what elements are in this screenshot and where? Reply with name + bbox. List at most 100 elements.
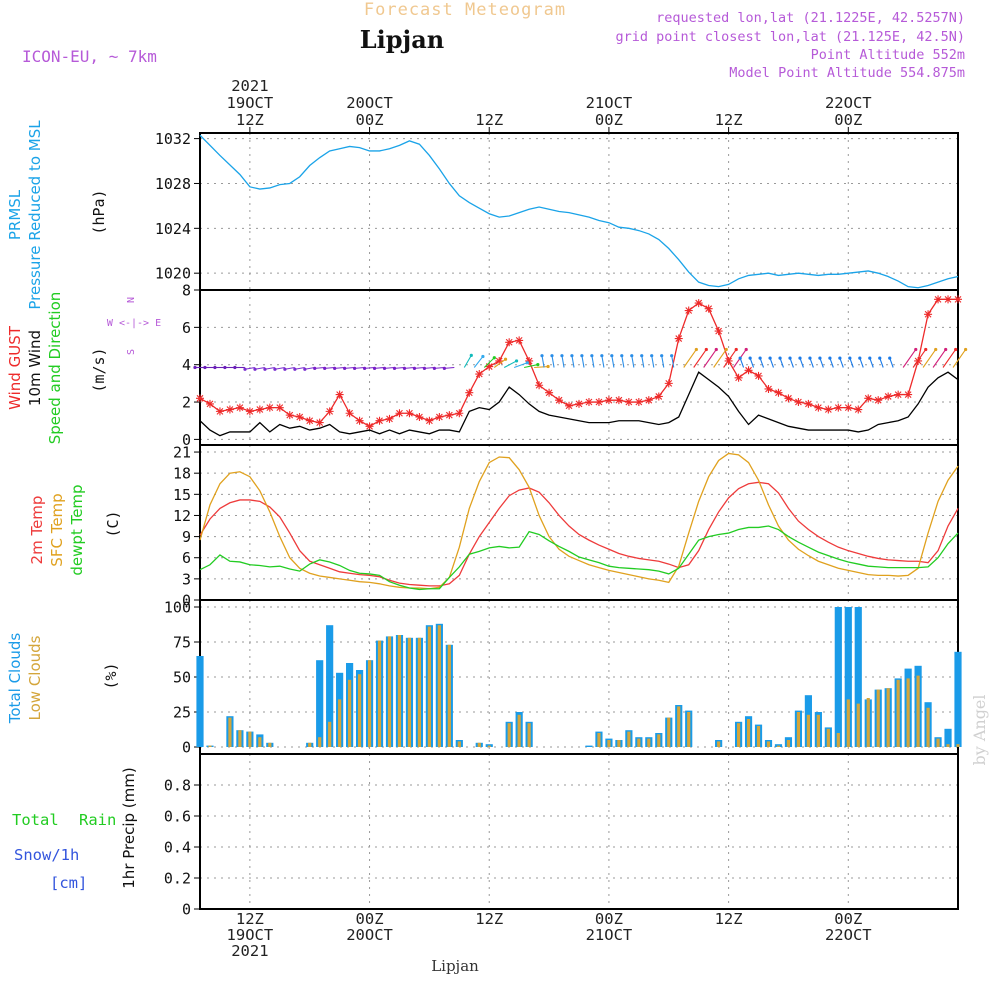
wind-arrow — [374, 366, 385, 369]
gust-marker — [634, 398, 643, 407]
low-cloud-bar — [926, 707, 930, 747]
gust-marker — [784, 394, 793, 403]
panel-units: (hPa) — [90, 189, 108, 234]
total-cloud-bar — [316, 660, 324, 747]
gust-marker — [874, 396, 883, 405]
wind-arrow — [849, 357, 854, 368]
top-time-label: 00Z — [595, 111, 623, 129]
top-time-label: 20OCT — [346, 94, 393, 112]
wind-arrow — [789, 357, 794, 368]
wind-arrow-head — [914, 347, 918, 352]
wind-arrow — [524, 364, 538, 369]
wind-arrow — [611, 355, 615, 368]
y-tick-label: 8 — [182, 282, 191, 300]
wind-arrow — [819, 357, 824, 368]
gust-marker — [415, 412, 424, 421]
top-time-label: 21OCT — [586, 94, 633, 112]
panel-units: (m/s) — [90, 347, 108, 392]
wind-arrow-head — [758, 356, 762, 360]
gust-marker — [355, 416, 364, 425]
gust-marker — [265, 403, 274, 412]
total-cloud-bar — [196, 656, 204, 747]
wind-arrow-head — [193, 365, 197, 370]
wind-arrow — [859, 357, 864, 368]
bottom-time-label: 00Z — [356, 910, 384, 928]
panel-clouds: 0 25 50 75 100 Total Clouds Low Clouds (%) — [6, 599, 962, 757]
model-altitude: Model Point Altitude 554.875m — [729, 65, 965, 81]
panel-title: 10m Wind — [26, 330, 44, 406]
gust-marker — [255, 405, 264, 414]
wind-arrow — [759, 357, 765, 368]
wind-arrow — [621, 355, 625, 368]
gust-marker — [555, 396, 564, 405]
wind-arrow-head — [343, 366, 347, 370]
low-cloud-bar — [607, 740, 611, 747]
low-cloud-bar — [647, 738, 651, 747]
wind-arrow-head — [540, 354, 544, 358]
wind-arrow-head — [808, 356, 812, 360]
total-cloud-bar — [844, 607, 852, 747]
panel-title: Speed and Direction — [46, 292, 64, 445]
low-cloud-bar — [916, 675, 920, 747]
gust-marker — [445, 411, 454, 420]
wind-arrow — [434, 366, 445, 369]
wind-arrow-head — [412, 366, 417, 370]
wind-arrow-head — [525, 361, 529, 365]
top-time-label: 12Z — [236, 111, 264, 129]
gust-marker — [604, 396, 613, 405]
low-cloud-bar — [776, 745, 781, 747]
gust-marker — [734, 373, 743, 382]
low-cloud-bar — [457, 741, 461, 747]
wind-arrow — [571, 355, 575, 368]
wind-arrow-head — [944, 347, 948, 352]
gust-marker — [904, 390, 913, 399]
gust-marker — [525, 356, 534, 365]
wind-arrow-head — [744, 347, 748, 352]
wind-arrow-head — [514, 359, 519, 363]
legend-snow: Snow/1h — [14, 846, 79, 864]
gust-marker — [804, 399, 813, 408]
wind-arrow-head — [610, 354, 614, 358]
wind-arrow-head — [283, 367, 287, 371]
gust-marker — [894, 390, 903, 399]
low-cloud-bar — [856, 703, 860, 747]
y-tick-label: 6 — [182, 319, 191, 337]
low-cloud-bar — [318, 737, 322, 747]
total-cloud-bar — [944, 728, 952, 747]
wind-arrow — [414, 366, 425, 369]
wind-arrow-head — [650, 354, 654, 358]
wind-arrow-head — [263, 367, 267, 371]
y-tick-label: 9 — [182, 528, 191, 546]
wind-arrows — [193, 347, 968, 371]
wind-arrow — [344, 366, 355, 369]
low-cloud-bar — [756, 726, 761, 747]
gust-marker — [774, 388, 783, 397]
y-tick-label: 18 — [173, 465, 191, 483]
panel-title: Wind GUST — [6, 325, 24, 410]
gust-marker — [365, 422, 374, 431]
series-line-dewpt-temp — [199, 525, 959, 591]
wind-arrow-head — [243, 367, 247, 371]
wind-arrow — [869, 357, 874, 368]
low-cloud-bar — [796, 712, 801, 747]
wind-arrow — [739, 357, 745, 368]
bottom-time-label: 19OCT — [227, 926, 274, 944]
wind-arrow-head — [353, 366, 357, 370]
gust-marker — [614, 396, 623, 405]
wind-arrow-head — [503, 357, 508, 361]
wind-arrow-head — [640, 354, 644, 358]
gust-marker — [545, 388, 554, 397]
low-cloud-bar — [597, 733, 601, 747]
wind-arrow — [683, 349, 697, 368]
bottom-time-label: 12Z — [715, 910, 743, 928]
wind-arrow-head — [313, 366, 317, 370]
bottom-time-label: 00Z — [595, 910, 623, 928]
low-cloud-bar — [258, 737, 262, 747]
location-title: Lipjan — [360, 25, 444, 54]
wind-arrow-head — [580, 354, 584, 358]
wind-arrow — [879, 357, 884, 368]
low-cloud-bar — [397, 635, 402, 747]
legend-rain: Rain — [79, 811, 116, 829]
